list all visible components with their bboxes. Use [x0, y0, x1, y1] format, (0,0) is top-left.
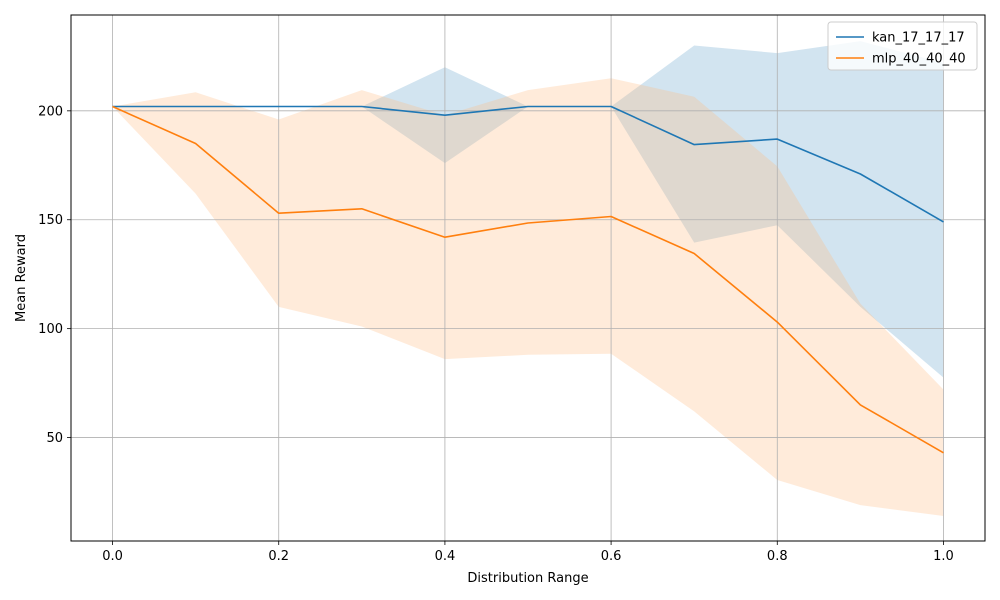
legend-label-mlp_40_40_40: mlp_40_40_40: [872, 52, 966, 67]
series-line-mlp_40_40_40: [112, 105, 944, 454]
x-tick-label: 0.4: [435, 549, 456, 564]
y-tick-label: 150: [38, 213, 63, 228]
confidence-band-kan_17_17_17: [112, 41, 944, 378]
legend: kan_17_17_17 mlp_40_40_40: [827, 21, 978, 71]
plot-frame: [70, 14, 986, 542]
y-tick-label: 200: [38, 104, 63, 119]
x-tick-label: 1.0: [933, 549, 954, 564]
series-lines: [112, 105, 944, 454]
confidence-bands: [112, 41, 944, 516]
grid-lines: [71, 15, 985, 541]
y-tick-label: 100: [38, 322, 63, 337]
y-tick-label: 50: [46, 431, 63, 446]
x-axis-label: Distribution Range: [467, 571, 588, 586]
x-tick-label: 0.6: [601, 549, 622, 564]
y-axis-ticks: 50 100 150 200: [38, 104, 71, 446]
legend-label-kan_17_17_17: kan_17_17_17: [872, 31, 965, 46]
legend-box: [827, 21, 978, 71]
y-axis-label: Mean Reward: [14, 234, 29, 322]
x-tick-label: 0.0: [102, 549, 123, 564]
x-tick-label: 0.8: [767, 549, 788, 564]
x-axis-ticks: 0.0 0.2 0.4 0.6 0.8 1.0: [102, 541, 954, 564]
series-line-kan_17_17_17: [112, 105, 944, 223]
x-tick-label: 0.2: [268, 549, 289, 564]
confidence-band-mlp_40_40_40: [112, 78, 944, 516]
